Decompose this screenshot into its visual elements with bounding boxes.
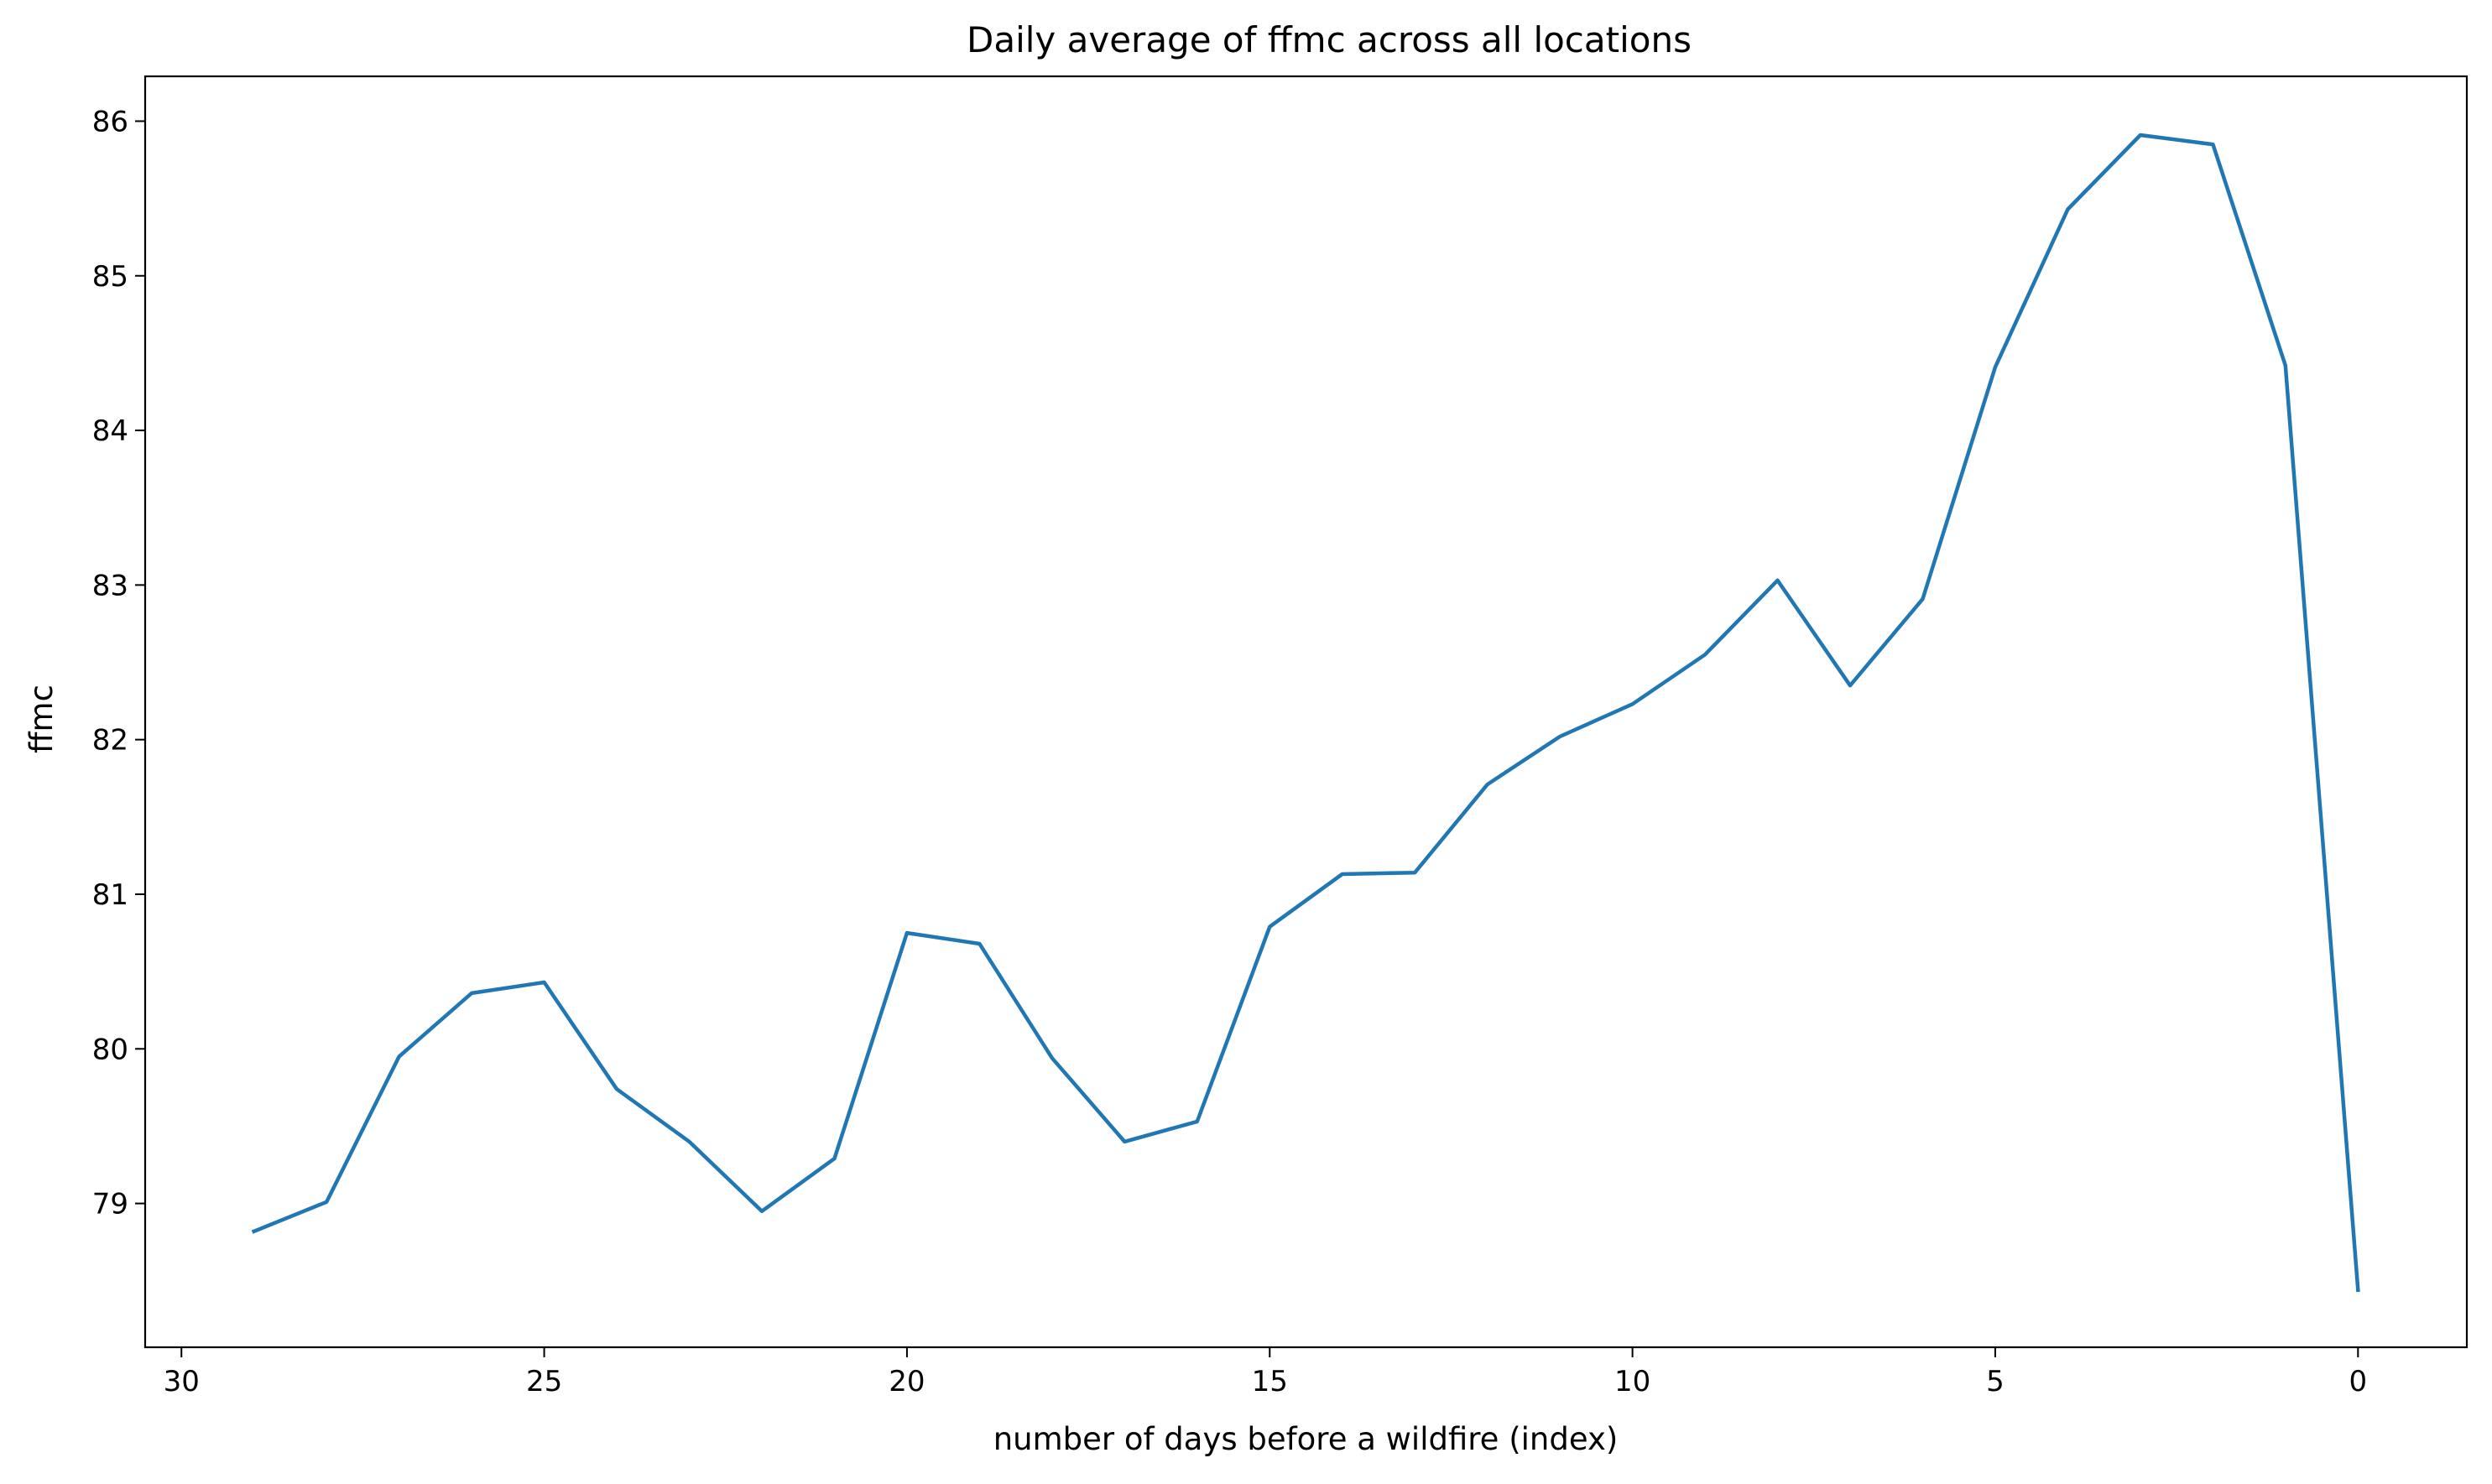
data-point <box>1630 701 1635 706</box>
x-axis-label: number of days before a wildfire (index) <box>993 1421 1619 1457</box>
data-point <box>324 1200 329 1205</box>
y-tick-label: 83 <box>92 569 128 602</box>
x-tick-label: 5 <box>1986 1365 2005 1398</box>
x-tick-label: 0 <box>2349 1365 2367 1398</box>
plot-area <box>143 75 2469 1349</box>
x-axis: 30 25 20 15 10 5 0 <box>164 1347 2367 1398</box>
y-tick-label: 81 <box>92 878 128 912</box>
data-point <box>2210 142 2215 147</box>
y-axis-label: ffmc <box>23 685 60 753</box>
data-point <box>2065 207 2070 212</box>
data-point <box>1340 872 1345 877</box>
data-point <box>1122 1139 1127 1144</box>
x-tick-label: 30 <box>164 1365 200 1398</box>
data-point <box>687 1139 692 1144</box>
data-point <box>2355 1288 2360 1293</box>
y-axis: 79 80 81 82 83 84 85 86 <box>92 105 145 1221</box>
data-point <box>542 980 547 985</box>
data-point <box>977 941 982 946</box>
data-point <box>1485 782 1490 787</box>
x-tick-label: 20 <box>889 1365 925 1398</box>
data-point <box>759 1209 764 1214</box>
y-tick-label: 84 <box>92 414 128 448</box>
y-tick-label: 85 <box>92 260 128 294</box>
data-point <box>614 1086 619 1091</box>
x-tick-label: 10 <box>1614 1365 1650 1398</box>
x-tick-label: 15 <box>1252 1365 1288 1398</box>
data-point <box>905 930 910 935</box>
data-point <box>1921 596 1926 601</box>
data-point <box>1050 1055 1055 1060</box>
data-point <box>1195 1119 1200 1124</box>
data-point <box>2283 363 2288 368</box>
data-point <box>1848 683 1853 688</box>
axes-frame <box>143 75 2469 1349</box>
data-point <box>469 991 474 996</box>
data-point <box>1993 365 1998 370</box>
data-point <box>1412 870 1417 875</box>
y-tick-label: 79 <box>92 1188 128 1221</box>
chart-title: Daily average of ffmc across all locatio… <box>967 19 1692 60</box>
data-point <box>1267 924 1272 929</box>
y-tick-label: 86 <box>92 105 128 138</box>
data-point <box>1702 652 1707 657</box>
data-point <box>1557 734 1562 739</box>
data-point <box>397 1054 402 1060</box>
x-tick-label: 25 <box>526 1365 562 1398</box>
data-point <box>1775 578 1780 583</box>
data-point <box>832 1156 837 1161</box>
data-point <box>252 1229 257 1234</box>
data-point <box>2138 133 2143 138</box>
series-line-0 <box>251 133 2360 1293</box>
y-tick-label: 80 <box>92 1033 128 1066</box>
y-tick-label: 82 <box>92 724 128 758</box>
